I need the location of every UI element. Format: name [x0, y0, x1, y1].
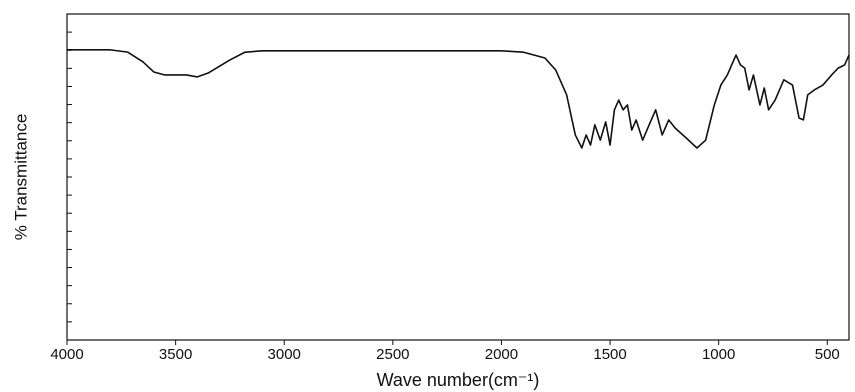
x-tick-label: 1500: [593, 346, 626, 363]
x-tick-label: 3500: [159, 346, 192, 363]
spectrum-line: [67, 49, 850, 149]
x-tick-label: 3000: [268, 346, 301, 363]
x-axis-label: Wave number(cm⁻¹): [377, 370, 540, 390]
x-tick-label: 2500: [376, 346, 409, 363]
x-tick-label: 4000: [50, 346, 83, 363]
x-tick-label: 500: [815, 346, 840, 363]
y-axis-label: % Transmittance: [11, 114, 30, 241]
x-tick-label: 2000: [485, 346, 518, 363]
x-tick-label: 1000: [702, 346, 735, 363]
